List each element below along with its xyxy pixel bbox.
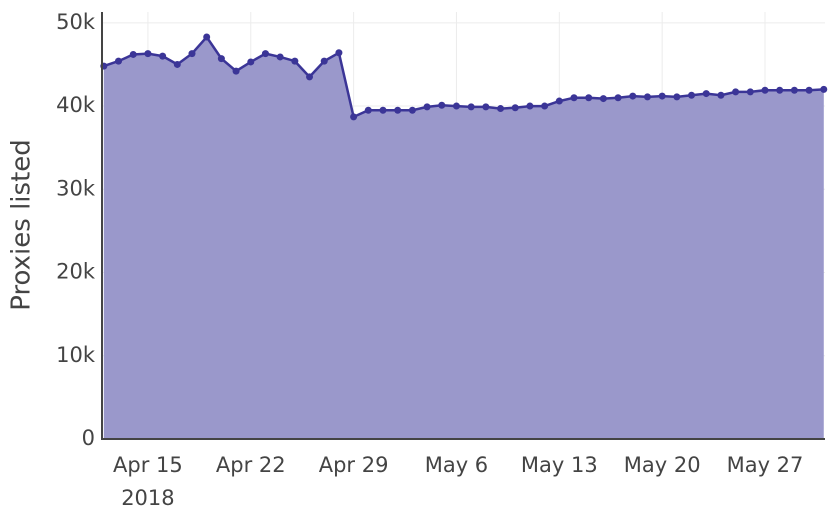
- data-point: [115, 57, 123, 65]
- data-point: [159, 52, 167, 60]
- y-tick-label: 50k: [56, 10, 96, 34]
- data-point: [261, 50, 269, 58]
- data-point: [247, 58, 255, 66]
- data-point: [364, 106, 372, 114]
- data-point: [129, 50, 137, 58]
- x-tick-label: May 13: [521, 453, 598, 477]
- data-point: [570, 94, 578, 102]
- data-point: [805, 86, 813, 94]
- data-point: [629, 92, 637, 100]
- data-point: [379, 106, 387, 114]
- data-point: [673, 93, 681, 101]
- data-point: [144, 50, 152, 58]
- data-point: [776, 86, 784, 94]
- area-fill: [103, 37, 824, 439]
- data-point: [688, 91, 696, 99]
- y-tick-label: 40k: [56, 93, 96, 117]
- data-point: [658, 92, 666, 100]
- data-point: [732, 88, 740, 96]
- y-tick-label: 30k: [56, 176, 96, 200]
- data-point: [585, 94, 593, 102]
- x-tick-label: May 27: [727, 453, 804, 477]
- data-point: [541, 102, 549, 110]
- x-tick-label: May 6: [425, 453, 488, 477]
- data-point: [614, 94, 622, 102]
- data-point: [643, 93, 651, 101]
- data-point: [717, 91, 725, 99]
- data-point: [408, 106, 416, 114]
- data-point: [438, 101, 446, 109]
- y-tick-label: 10k: [56, 343, 96, 367]
- data-point: [217, 55, 225, 63]
- data-point: [203, 33, 211, 41]
- data-point: [423, 103, 431, 111]
- data-point: [394, 106, 402, 114]
- data-point: [790, 86, 798, 94]
- data-point: [497, 105, 505, 113]
- y-tick-label: 20k: [56, 260, 96, 284]
- data-point: [350, 113, 358, 121]
- data-point: [467, 103, 475, 111]
- data-point: [276, 53, 284, 61]
- x-year-label: 2018: [121, 486, 174, 510]
- data-point: [452, 102, 460, 110]
- data-point: [306, 73, 314, 81]
- data-point: [232, 67, 240, 75]
- data-point: [555, 97, 563, 105]
- data-point: [335, 49, 343, 57]
- data-point: [173, 60, 181, 68]
- data-point: [702, 90, 710, 98]
- x-tick-label: Apr 29: [319, 453, 389, 477]
- y-axis-title: Proxies listed: [7, 139, 37, 311]
- data-point: [599, 95, 607, 103]
- x-tick-label: May 20: [624, 453, 701, 477]
- data-point: [291, 57, 299, 65]
- data-point: [526, 102, 534, 110]
- data-point: [188, 50, 196, 58]
- y-tick-label: 0: [82, 426, 95, 450]
- data-point: [746, 88, 754, 96]
- x-tick-label: Apr 22: [216, 453, 286, 477]
- data-point: [482, 103, 490, 111]
- data-point: [511, 104, 519, 112]
- data-point: [820, 85, 828, 93]
- data-point: [761, 86, 769, 94]
- x-tick-label: Apr 15: [113, 453, 183, 477]
- data-point: [320, 57, 328, 65]
